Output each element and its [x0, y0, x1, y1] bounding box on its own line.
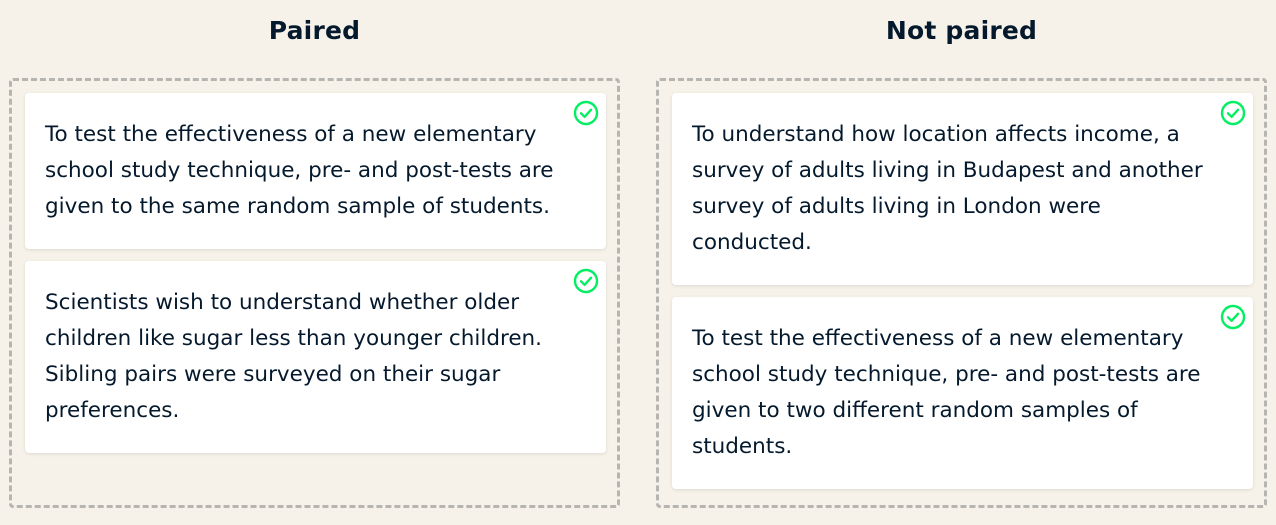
check-circle-icon [573, 100, 599, 126]
column-not-paired: Not paired To understand how location af… [656, 0, 1267, 508]
card-text: To understand how location affects incom… [692, 122, 1203, 255]
draggable-card[interactable]: To test the effectiveness of a new eleme… [25, 93, 606, 249]
draggable-card[interactable]: To test the effectiveness of a new eleme… [672, 297, 1253, 489]
draggable-card[interactable]: Scientists wish to understand whether ol… [25, 261, 606, 453]
card-text: Scientists wish to understand whether ol… [45, 290, 543, 423]
check-circle-icon [1220, 100, 1246, 126]
column-title-not-paired: Not paired [885, 16, 1038, 45]
card-text: To test the effectiveness of a new eleme… [45, 122, 554, 219]
dropzone-not-paired[interactable]: To understand how location affects incom… [656, 78, 1267, 508]
check-circle-icon [1220, 304, 1246, 330]
dropzone-paired[interactable]: To test the effectiveness of a new eleme… [9, 78, 620, 508]
card-text: To test the effectiveness of a new eleme… [692, 326, 1201, 459]
check-circle-icon [573, 268, 599, 294]
draggable-card[interactable]: To understand how location affects incom… [672, 93, 1253, 285]
column-paired: Paired To test the effectiveness of a ne… [9, 0, 620, 508]
column-title-paired: Paired [268, 16, 361, 45]
